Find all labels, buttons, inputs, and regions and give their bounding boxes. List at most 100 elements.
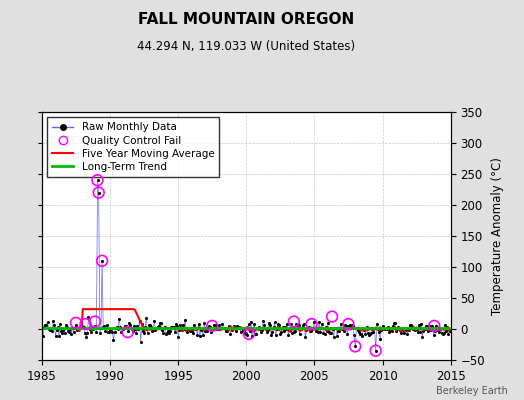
Point [91,323,100,330]
Point [223,327,231,334]
Point [38,325,46,331]
Point [369,329,378,335]
Point [39,333,47,339]
Point [176,322,184,328]
Point [86,328,95,335]
Point [155,322,163,329]
Point [136,338,145,345]
Point [58,330,67,336]
Text: FALL MOUNTAIN OREGON: FALL MOUNTAIN OREGON [138,12,354,27]
Point [140,330,148,336]
Point [91,318,99,325]
Point [363,324,371,330]
Point [88,324,96,330]
Point [77,322,85,328]
Point [43,319,52,325]
Point [109,337,117,343]
Point [57,328,66,334]
Point [406,322,414,328]
Point [283,321,291,328]
Point [175,327,183,333]
Point [305,328,314,334]
Point [177,327,185,333]
Point [421,323,430,330]
Point [154,324,162,330]
Point [393,326,401,332]
Point [248,333,256,339]
Point [80,324,88,330]
Point [139,328,147,334]
Point [398,325,406,332]
Point [201,328,210,335]
Point [318,320,326,327]
Point [54,332,63,339]
Point [118,326,127,332]
Point [93,177,102,183]
Point [268,329,277,335]
Point [159,330,168,336]
Point [149,327,157,333]
Point [352,325,361,332]
Point [302,327,311,334]
Point [365,332,373,338]
Point [433,326,441,333]
Point [214,325,222,331]
Point [370,325,379,331]
Point [276,331,285,338]
Point [74,326,82,332]
Point [160,324,169,330]
Point [194,321,203,327]
Point [65,329,73,335]
Point [342,323,351,329]
Point [422,323,431,329]
Point [317,325,325,331]
Point [300,321,308,328]
Point [258,326,266,333]
Point [218,321,226,328]
Text: 44.294 N, 119.033 W (United States): 44.294 N, 119.033 W (United States) [137,40,355,53]
Point [428,323,436,330]
Point [66,325,74,332]
Point [381,325,390,331]
Point [271,332,280,338]
Point [269,324,278,330]
Point [294,322,303,328]
Point [104,328,112,335]
Point [281,324,289,330]
Point [374,326,382,333]
Point [414,322,423,328]
Point [420,326,429,332]
Point [385,329,394,335]
Point [440,330,448,336]
Point [238,327,247,333]
Point [436,326,444,332]
Point [315,318,323,325]
Point [70,329,78,335]
Point [53,324,62,330]
Point [388,322,397,329]
Point [307,328,315,334]
Point [198,326,206,332]
Point [360,327,368,333]
Point [122,323,130,329]
Point [100,323,108,329]
Point [211,322,220,328]
Point [101,328,110,334]
Point [169,324,178,330]
Point [260,322,269,328]
Point [209,326,217,332]
Point [41,322,49,328]
Point [282,326,290,332]
Point [138,321,146,328]
Point [192,325,201,332]
Point [375,329,383,335]
Point [111,329,119,335]
Point [378,323,387,329]
Point [249,327,257,333]
Point [49,318,58,324]
Text: Berkeley Earth: Berkeley Earth [436,386,508,396]
Point [217,325,225,332]
Point [221,325,229,331]
Point [105,329,113,335]
Point [114,326,122,332]
